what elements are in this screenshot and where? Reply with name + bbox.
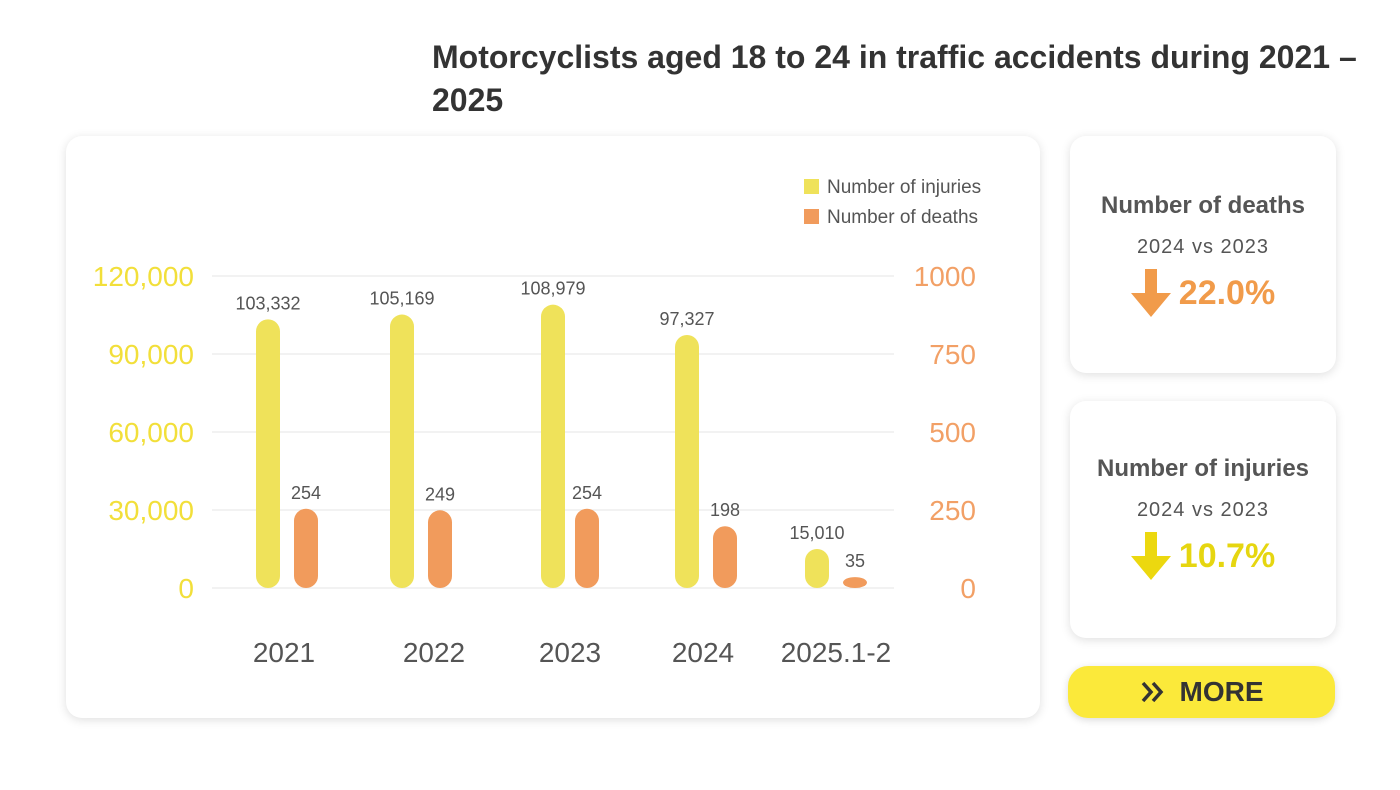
injuries-stat-title: Number of injuries (1096, 455, 1310, 482)
injuries-data-label: 15,010 (789, 523, 844, 543)
right-axis-tick-label: 1000 (914, 261, 976, 292)
injuries-data-label: 108,979 (520, 279, 585, 299)
left-axis-tick-label: 30,000 (108, 495, 194, 526)
injuries-stat-value: 10.7% (1178, 536, 1276, 575)
injuries-stat-comparison: 2024 vs 2023 (1136, 499, 1270, 521)
deaths-data-label: 254 (291, 483, 321, 503)
deaths-bar (294, 508, 318, 588)
injuries-data-label: 103,332 (235, 293, 300, 313)
page-title: Motorcyclists aged 18 to 24 in traffic a… (432, 39, 1357, 118)
deaths-data-label: 35 (845, 551, 865, 571)
down-arrow-icon (1130, 532, 1171, 580)
right-axis-tick-label: 250 (929, 495, 976, 526)
x-axis-category-label: 2024 (672, 637, 734, 668)
left-axis-tick-label: 90,000 (108, 339, 194, 370)
deaths-bar (428, 510, 452, 588)
more-button-label: MORE (1179, 676, 1264, 707)
injuries-data-label: 105,169 (369, 289, 434, 309)
legend-swatch-deaths (804, 209, 819, 224)
left-axis-tick-label: 0 (178, 573, 194, 604)
deaths-stat-card: Number of deaths 2024 vs 2023 22.0% (1070, 136, 1336, 373)
legend-swatch-injuries (804, 179, 819, 194)
deaths-bar (843, 577, 867, 588)
right-axis-tick-label: 500 (929, 417, 976, 448)
right-axis-tick-label: 750 (929, 339, 976, 370)
injuries-bar (390, 314, 414, 588)
deaths-bar (575, 508, 599, 588)
left-axis-tick-label: 120,000 (93, 261, 194, 292)
deaths-data-label: 249 (425, 484, 455, 504)
x-axis-category-label: 2025.1-2 (781, 637, 892, 668)
injuries-bar (805, 548, 829, 588)
deaths-bar (713, 526, 737, 588)
injuries-bar (675, 334, 699, 588)
injuries-data-label: 97,327 (659, 309, 714, 329)
deaths-data-label: 254 (572, 483, 602, 503)
x-axis-category-label: 2021 (253, 637, 315, 668)
bar-chart: 0 30,000 60,000 90,000 120,000 0 250 500 750 1000… (93, 177, 981, 668)
down-arrow-icon (1130, 269, 1171, 317)
deaths-stat-comparison: 2024 vs 2023 (1136, 236, 1270, 258)
deaths-data-label: 198 (710, 500, 740, 520)
left-axis-tick-label: 60,000 (108, 417, 194, 448)
legend-label-injuries: Number of injuries (827, 177, 981, 198)
chart-card: 0 30,000 60,000 90,000 120,000 0 250 500 750 1000… (66, 136, 1040, 718)
deaths-stat-title: Number of deaths (1100, 192, 1306, 219)
double-chevron-right-icon (1141, 681, 1163, 703)
deaths-stat-value: 22.0% (1178, 273, 1276, 312)
legend-label-deaths: Number of deaths (827, 207, 978, 228)
more-button[interactable]: MORE (1068, 666, 1335, 718)
injuries-bar (541, 304, 565, 588)
x-axis-category-label: 2022 (403, 637, 465, 668)
right-axis-tick-label: 0 (960, 573, 976, 604)
x-axis-category-label: 2023 (539, 637, 601, 668)
injuries-stat-card: Number of injuries 2024 vs 2023 10.7% (1070, 401, 1336, 638)
injuries-bar (256, 319, 280, 588)
